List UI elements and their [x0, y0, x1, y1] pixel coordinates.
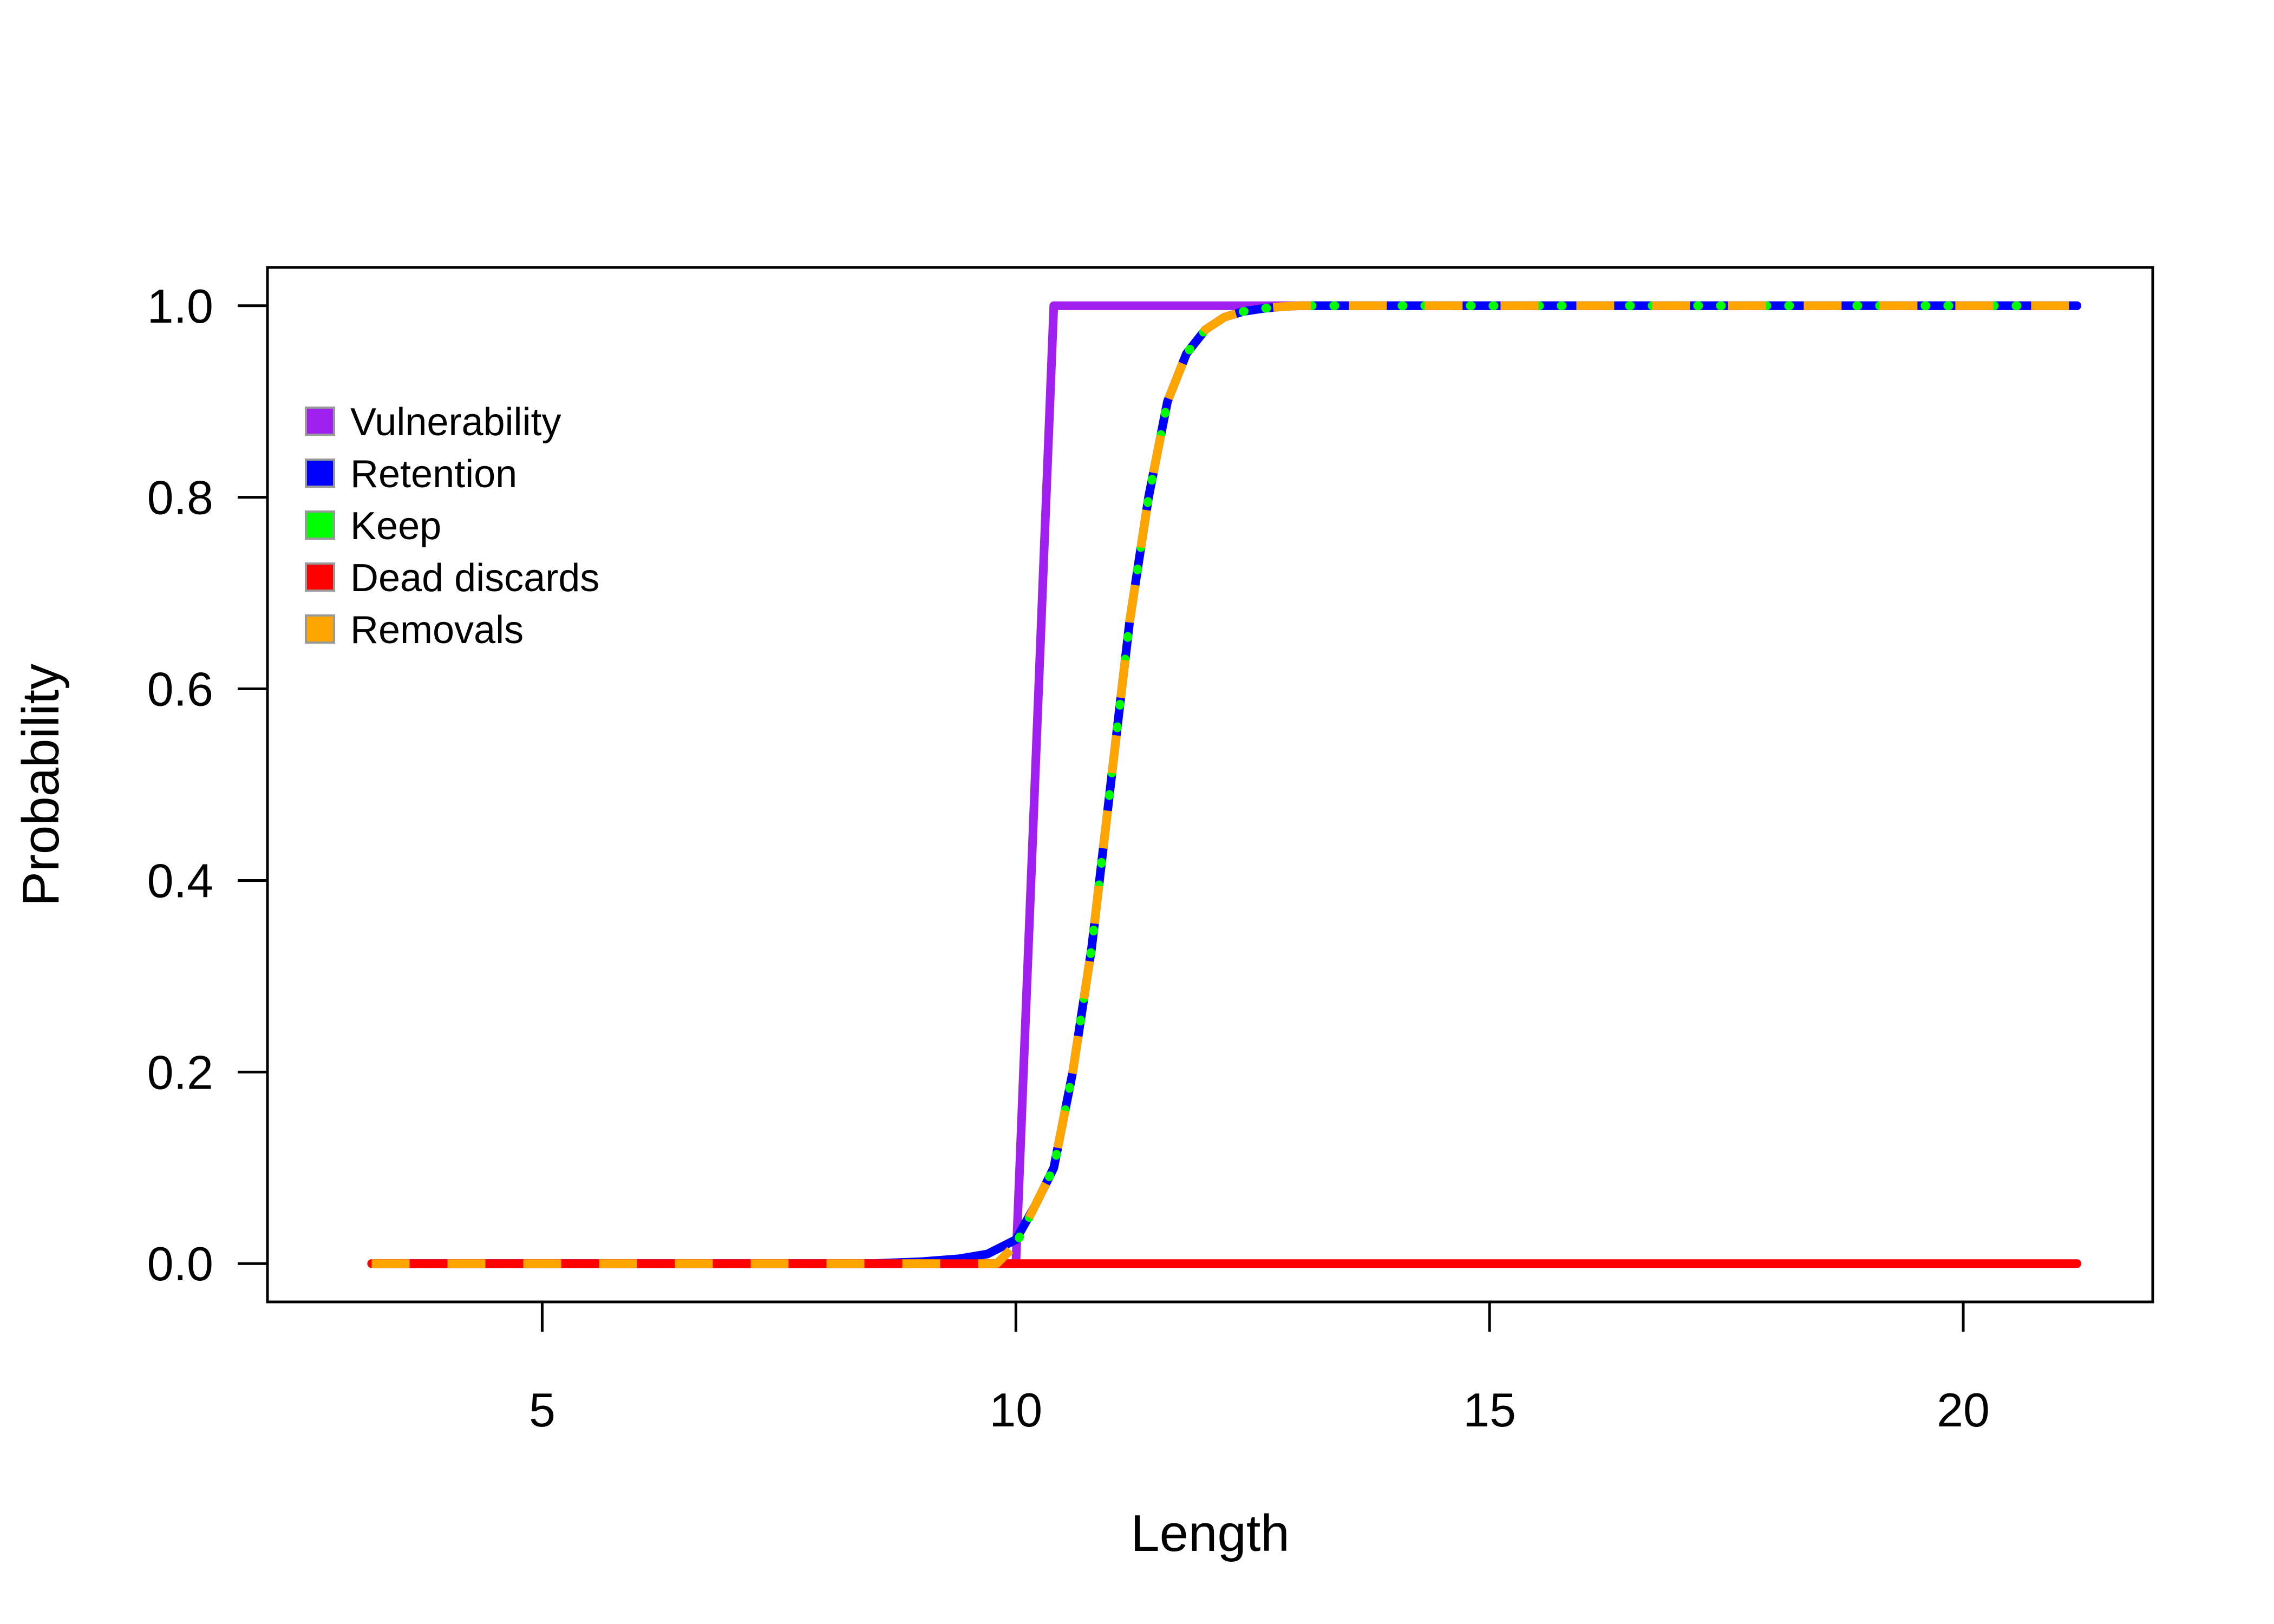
legend-label-keep: Keep	[350, 505, 441, 548]
x-tick-label: 15	[1463, 1383, 1516, 1437]
y-axis: 0.0 0.2 0.4 0.6 0.8 1.0	[147, 279, 267, 1291]
legend-swatch-removals	[305, 614, 335, 644]
legend-label-removals: Removals	[350, 608, 524, 652]
y-tick-label: 0.2	[147, 1045, 213, 1099]
x-axis-label: Length	[1131, 1504, 1290, 1562]
plot-frame	[266, 266, 2154, 1304]
legend-swatch-retention	[305, 459, 335, 488]
legend-swatch-vulnerability	[305, 407, 335, 436]
x-tick-label: 5	[529, 1383, 556, 1437]
x-tick-label: 20	[1937, 1383, 1990, 1437]
y-tick-label: 0.6	[147, 663, 213, 716]
series-line-keep	[367, 301, 2081, 1268]
x-tick-label: 10	[989, 1383, 1042, 1437]
legend-swatch-keep	[305, 510, 335, 540]
legend-swatch-dead-discards	[305, 562, 335, 592]
series-line-removals	[371, 301, 2077, 1268]
y-tick-label: 0.4	[147, 854, 213, 907]
y-axis-label: Probability	[12, 664, 70, 906]
series-layer	[367, 301, 2081, 1268]
legend-label-retention: Retention	[350, 453, 517, 496]
legend-label-dead-discards: Dead discards	[350, 556, 599, 600]
x-axis: 5 10 15 20	[529, 1302, 1990, 1437]
y-tick-label: 0.0	[147, 1237, 213, 1291]
y-tick-label: 0.8	[147, 471, 213, 525]
legend-label-vulnerability: Vulnerability	[350, 401, 561, 444]
y-tick-label: 1.0	[147, 279, 213, 333]
series-line-vulnerability	[367, 301, 2081, 1268]
legend: Vulnerability Retention Keep Dead discards R…	[305, 401, 599, 652]
series-line-retention	[367, 301, 2081, 1268]
